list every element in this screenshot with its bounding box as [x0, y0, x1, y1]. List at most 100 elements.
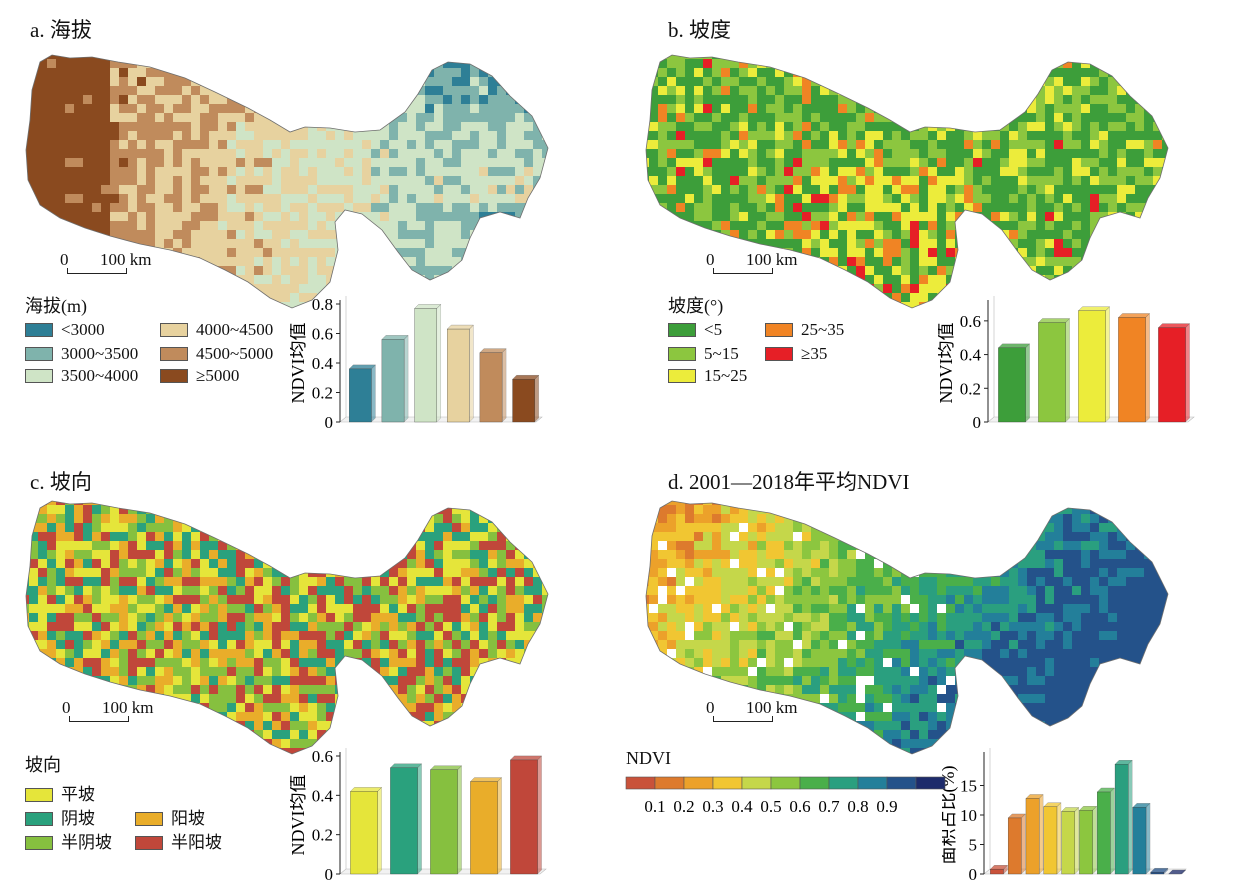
bar-1	[1038, 318, 1070, 423]
legend-label: 25~35	[801, 320, 845, 339]
legend-label: 15~25	[704, 366, 748, 385]
panel-ndvi: d. 2001—2018年平均NDVI 0 100 km NDVI 0 5 10 15…	[620, 446, 1239, 892]
ndvi-color-ramp: 0.1 0.2 0.3 0.4 0.5 0.6 0.7 0.8 0.9	[625, 776, 946, 816]
legend-swatch	[160, 347, 188, 362]
legend-label: 5~15	[704, 344, 739, 363]
slope-legend-item: 5~15	[668, 344, 739, 364]
legend-swatch	[25, 369, 53, 384]
ramp-tick-label: 0.4	[731, 797, 753, 816]
aspect-legend-item: 阳坡	[135, 804, 205, 829]
scalebar-distance: 100 km	[746, 698, 798, 717]
y-tick-label: 0.6	[312, 747, 333, 766]
legend-label: 3000~3500	[61, 344, 139, 363]
legend-swatch	[668, 347, 696, 362]
y-tick-label: 0.2	[312, 826, 333, 845]
y-tick-label: 0	[973, 413, 982, 432]
elevation-legend-item: ≥5000	[160, 366, 239, 386]
aspect-legend-item: 阴坡	[25, 804, 95, 829]
legend-label: 阳坡	[171, 809, 205, 828]
bar-5	[1079, 805, 1097, 875]
legend-title-slope: 坡度(°)	[668, 296, 724, 316]
legend-label: 4000~4500	[196, 320, 274, 339]
bar-2	[414, 304, 442, 423]
legend-label: <5	[704, 320, 723, 339]
ramp-tick-label: 0.9	[876, 797, 897, 816]
y-tick-label: 0.8	[312, 295, 333, 314]
ramp-tick-label: 0.3	[702, 797, 723, 816]
bar-2	[1078, 306, 1110, 423]
y-axis-label: NDVI均值	[290, 323, 308, 404]
bar-4	[1158, 323, 1190, 423]
aspect-map	[25, 500, 549, 755]
legend-label: 阴坡	[61, 809, 95, 828]
bar-3	[1043, 802, 1062, 875]
y-tick-label: 0.2	[960, 379, 981, 398]
legend-swatch	[25, 812, 53, 827]
bar-10	[1168, 869, 1187, 875]
legend-swatch	[668, 323, 696, 338]
y-tick-label: 0.4	[960, 346, 982, 365]
scalebar-distance: 100 km	[102, 698, 154, 717]
bar-1	[390, 763, 422, 875]
scalebar-distance: 100 km	[746, 250, 798, 269]
legend-swatch	[25, 323, 53, 338]
ramp-swatch	[741, 776, 772, 790]
legend-swatch	[160, 369, 188, 384]
slope-legend-item: 25~35	[765, 320, 844, 340]
scalebar-zero: 0	[62, 698, 71, 717]
ramp-tick-label: 0.7	[818, 797, 840, 816]
legend-swatch	[135, 836, 163, 851]
legend-label: 半阴坡	[61, 833, 112, 852]
aspect-legend-item: 平坡	[25, 780, 95, 805]
y-tick-label: 0.4	[312, 354, 334, 373]
scalebar-zero: 0	[706, 250, 715, 269]
y-axis-label: NDVI均值	[938, 323, 956, 404]
bar-5	[512, 374, 540, 423]
elevation-legend-item: <3000	[25, 320, 105, 340]
y-axis-label: NDVI均值	[290, 775, 308, 856]
legend-swatch	[765, 347, 793, 362]
bar-0	[348, 364, 376, 423]
y-tick-label: 0.4	[312, 786, 334, 805]
bar-1	[1007, 813, 1026, 875]
ramp-swatch	[886, 776, 917, 790]
bar-4	[510, 755, 542, 875]
bar-4	[479, 348, 507, 423]
legend-swatch	[25, 347, 53, 362]
y-tick-label: 0.6	[960, 312, 981, 331]
legend-label: 4500~5000	[196, 344, 274, 363]
ramp-swatch	[828, 776, 859, 790]
legend-swatch	[765, 323, 793, 338]
bar-0	[998, 343, 1030, 423]
legend-swatch	[25, 788, 53, 803]
legend-swatch	[160, 323, 188, 338]
scalebar-distance: 100 km	[100, 250, 152, 269]
y-tick-label: 15	[960, 777, 977, 796]
legend-label: 平坡	[61, 785, 95, 804]
bar-3	[1118, 313, 1150, 423]
ramp-tick-label: 0.1	[644, 797, 665, 816]
legend-label: ≥35	[801, 344, 828, 363]
y-tick-label: 0	[325, 413, 334, 432]
ramp-swatch	[683, 776, 714, 790]
y-tick-label: 10	[960, 806, 977, 825]
ramp-swatch	[625, 776, 656, 790]
slope-legend-item: 15~25	[668, 366, 747, 386]
elevation-legend-item: 4500~5000	[160, 344, 273, 364]
ramp-swatch	[799, 776, 830, 790]
ramp-swatch	[712, 776, 743, 790]
bar-2	[430, 765, 462, 875]
legend-label: <3000	[61, 320, 105, 339]
slope-legend-item: ≥35	[765, 344, 827, 364]
ramp-swatch	[770, 776, 801, 790]
aspect-legend-item: 半阳坡	[135, 828, 222, 853]
bar-2	[1025, 794, 1044, 875]
legend-title-ndvi: NDVI	[626, 748, 671, 768]
legend-label: ≥5000	[196, 366, 240, 385]
bar-3	[470, 777, 502, 875]
elevation-legend-item: 4000~4500	[160, 320, 273, 340]
y-tick-label: 0	[325, 865, 334, 884]
ramp-swatch	[915, 776, 946, 790]
bar-0	[350, 787, 382, 875]
